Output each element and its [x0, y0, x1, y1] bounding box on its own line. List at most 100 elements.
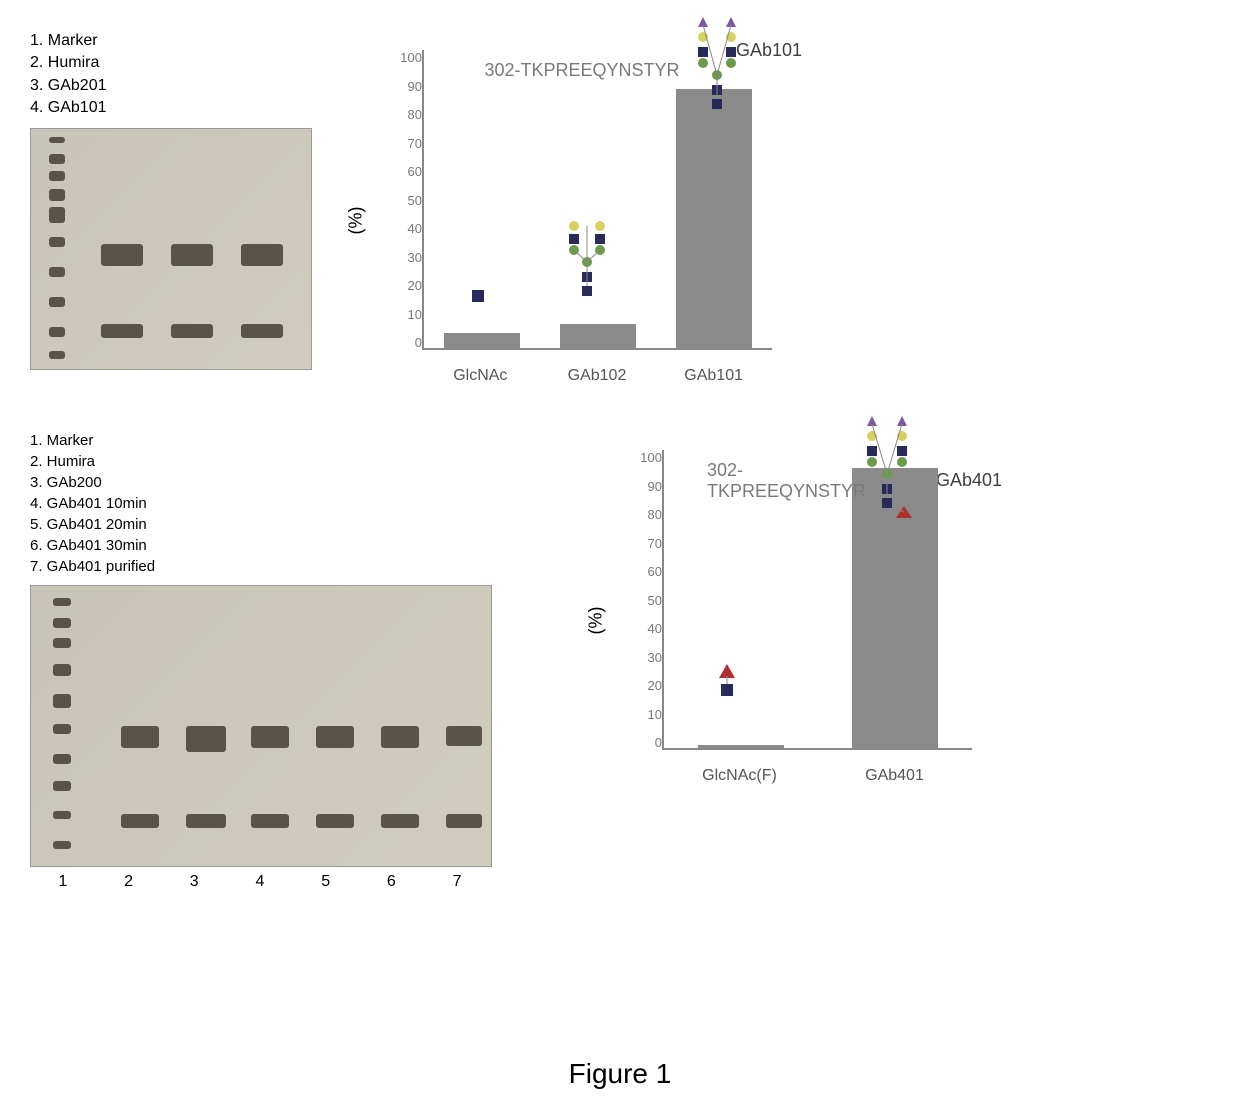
bar [444, 333, 521, 348]
y-tick: 20 [632, 678, 662, 693]
y-tick: 40 [392, 221, 422, 236]
gel-band [241, 324, 283, 338]
gel-band [101, 244, 143, 266]
glcnacf-icon [707, 660, 747, 700]
bar [676, 89, 753, 348]
lane-numbers: 1 2 3 4 5 6 7 [30, 873, 490, 891]
y-tick: 70 [632, 536, 662, 551]
x-label: GAb102 [539, 367, 656, 385]
lane-num: 1 [58, 873, 67, 891]
gel-band [446, 726, 482, 746]
y-tick: 0 [392, 335, 422, 350]
lane-num: 3 [190, 873, 199, 891]
x-label: GlcNAc [422, 367, 539, 385]
legend-item: 3. GAb201 [30, 75, 107, 97]
gel-band [53, 754, 71, 764]
y-tick: 90 [392, 79, 422, 94]
x-label: GlcNAc(F) [662, 767, 817, 785]
y-tick: 60 [392, 164, 422, 179]
gel-band [49, 154, 65, 164]
legend-item: 2. Humira [30, 451, 155, 472]
x-labels: GlcNAc(F)GAb401 [662, 767, 972, 785]
legend-item: 4. GAb401 10min [30, 493, 155, 514]
lane-num: 7 [453, 873, 462, 891]
legend-item: 4. GAb101 [30, 97, 107, 119]
glcnac-icon [462, 280, 492, 310]
gel-band [53, 664, 71, 676]
y-tick: 50 [392, 193, 422, 208]
chart-title: 302-TKPREEQYNSTYR [484, 60, 679, 81]
top-chart: (%) 1009080706050403020100 302-TKPREEQYN… [372, 30, 792, 390]
lane-num: 2 [124, 873, 133, 891]
gel-band [186, 726, 226, 752]
gel-band [53, 618, 71, 628]
bar [698, 745, 784, 748]
gel-band [381, 814, 419, 828]
y-tick: 70 [392, 136, 422, 151]
y-tick: 10 [632, 707, 662, 722]
gel-band [251, 814, 289, 828]
y-tick: 100 [392, 50, 422, 65]
top-gel-panel: 1. Marker 2. Humira 3. GAb201 4. GAb101 [30, 30, 312, 390]
y-tick: 80 [392, 107, 422, 122]
gel-band [186, 814, 226, 828]
gel-band [49, 351, 65, 359]
y-tick: 90 [632, 479, 662, 494]
y-tick: 30 [632, 650, 662, 665]
y-tick: 10 [392, 307, 422, 322]
gel-band [121, 814, 159, 828]
gel-band [53, 811, 71, 819]
gel-band [53, 781, 71, 791]
top-gel-legend: 1. Marker 2. Humira 3. GAb201 4. GAb101 [30, 30, 107, 120]
gab102-glycan-icon [552, 210, 622, 300]
gab101-glycan-icon [677, 5, 757, 115]
y-tick: 40 [632, 621, 662, 636]
gel-band [101, 324, 143, 338]
y-axis-label: (%) [586, 607, 607, 635]
legend-item: 5. GAb401 20min [30, 514, 155, 535]
gel-band [381, 726, 419, 748]
chart-title: 302-TKPREEQYNSTYR [707, 460, 897, 502]
gel-band [316, 726, 354, 748]
y-ticks: 1009080706050403020100 [632, 450, 662, 750]
bottom-gel-legend: 1. Marker 2. Humira 3. GAb200 4. GAb401 … [30, 430, 155, 577]
lane-num: 6 [387, 873, 396, 891]
lane-num: 5 [321, 873, 330, 891]
gel-band [241, 244, 283, 266]
gel-band [49, 237, 65, 247]
gel-band [171, 244, 213, 266]
lane-num: 4 [256, 873, 265, 891]
gel-band [446, 814, 482, 828]
y-tick: 80 [632, 507, 662, 522]
top-gel-image [30, 128, 312, 370]
legend-item: 1. Marker [30, 430, 155, 451]
gel-band [53, 694, 71, 708]
y-tick: 60 [632, 564, 662, 579]
y-tick: 50 [632, 593, 662, 608]
gel-band [251, 726, 289, 748]
gel-band [49, 327, 65, 337]
gel-band [49, 297, 65, 307]
gel-band [53, 841, 71, 849]
gel-band [121, 726, 159, 748]
top-row: 1. Marker 2. Humira 3. GAb201 4. GAb101 … [30, 30, 1210, 390]
gel-band [49, 189, 65, 201]
gel-band [316, 814, 354, 828]
gel-band [49, 207, 65, 223]
gel-band [171, 324, 213, 338]
legend-item: 7. GAb401 purified [30, 556, 155, 577]
gel-band [53, 724, 71, 734]
gel-band [53, 598, 71, 606]
gel-band [49, 267, 65, 277]
bottom-chart: (%) 1009080706050403020100 302-TKPREEQYN… [612, 430, 992, 790]
y-tick: 0 [632, 735, 662, 750]
y-axis-label: (%) [346, 207, 367, 235]
legend-item: 6. GAb401 30min [30, 535, 155, 556]
legend-item: 2. Humira [30, 52, 107, 74]
x-labels: GlcNAcGAb102GAb101 [422, 367, 772, 385]
gel-band [49, 171, 65, 181]
y-tick: 100 [632, 450, 662, 465]
bottom-gel-panel: 1. Marker 2. Humira 3. GAb200 4. GAb401 … [30, 430, 492, 891]
x-label: GAb101 [655, 367, 772, 385]
gel-band [53, 638, 71, 648]
